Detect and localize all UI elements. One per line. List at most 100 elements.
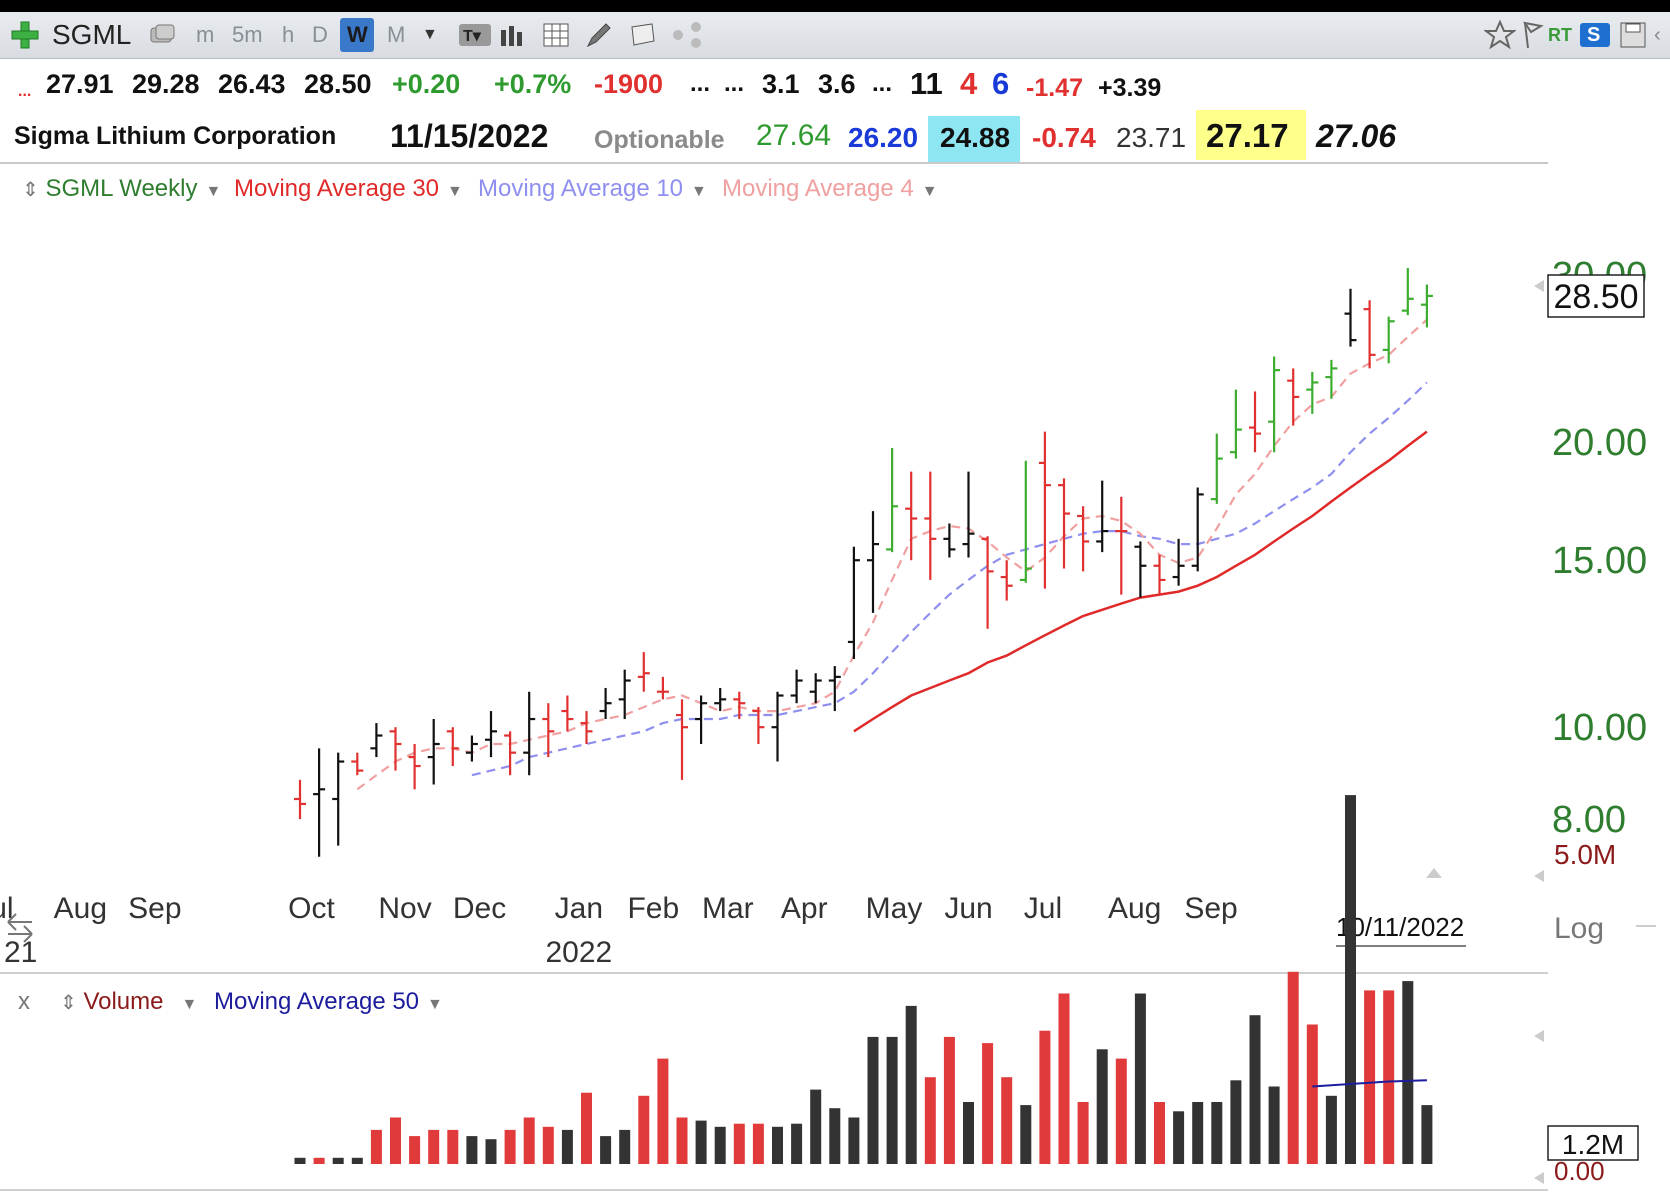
- legend-volume-dropdown-icon[interactable]: ▼: [181, 996, 198, 1013]
- timeframe-m[interactable]: m: [196, 22, 215, 47]
- s-button-label[interactable]: S: [1587, 23, 1601, 46]
- ohlc-bar: [1268, 356, 1281, 453]
- volume-bar: [1325, 1095, 1337, 1164]
- ohlc-bar: [1172, 538, 1185, 586]
- symbol-label[interactable]: SGML: [52, 19, 132, 50]
- y-tick-label: 8.00: [1552, 799, 1626, 841]
- ohlc-bar: [867, 511, 879, 613]
- volume-pointer-icon: [1534, 1030, 1544, 1042]
- quote-low: 26.43: [218, 69, 286, 99]
- timeframe-dropdown-icon[interactable]: ▼: [422, 26, 438, 43]
- ohlc-bar: [599, 687, 612, 720]
- chart-type-icon[interactable]: T▾: [458, 12, 492, 58]
- legend-ma10[interactable]: Moving Average 10 ▼: [478, 172, 707, 206]
- ohlc-bar: [714, 687, 727, 712]
- volume-bar: [1115, 1058, 1127, 1164]
- volume-bar: [1039, 1030, 1051, 1164]
- volume-bar: [1287, 971, 1299, 1164]
- quote-p3: 24.88: [940, 122, 1011, 153]
- ohlc-bar: [1420, 284, 1433, 328]
- volume-ma-value-label: 1.2M: [1562, 1129, 1624, 1160]
- volume-bar: [523, 1117, 535, 1164]
- volume-bar: [1383, 990, 1395, 1164]
- timeframe-w-selected[interactable]: [340, 18, 374, 52]
- legend-ma4-dropdown-icon[interactable]: ▼: [921, 183, 938, 200]
- timeframe-M[interactable]: M: [387, 22, 406, 47]
- quote-dots-2: ...: [724, 70, 745, 97]
- ohlc-bar: [542, 703, 555, 758]
- ohlc-bar: [1249, 391, 1261, 453]
- quote-p7: 27.06: [1316, 118, 1397, 154]
- x-month-label: Dec: [453, 892, 506, 925]
- ma4-line: [356, 318, 1428, 791]
- volume-bar: [1058, 993, 1070, 1164]
- ohlc-bar: [676, 699, 688, 780]
- s-button[interactable]: [1580, 23, 1610, 47]
- quote-p4: -0.74: [1032, 122, 1096, 153]
- legend-ma30[interactable]: Moving Average 30 ▼: [234, 172, 463, 206]
- pencil-icon[interactable]: [584, 12, 614, 58]
- scroll-up-icon[interactable]: [1426, 868, 1442, 878]
- volume-bar: [943, 1036, 955, 1164]
- legend-ma4[interactable]: Moving Average 4 ▼: [722, 172, 938, 206]
- volume-bar: [752, 1123, 764, 1164]
- share-icon[interactable]: [670, 12, 706, 58]
- y-tick-label: 10.00: [1552, 707, 1647, 749]
- timeframe-d[interactable]: D: [312, 22, 328, 47]
- ohlc-bar: [981, 536, 994, 629]
- quote-p2: 26.20: [848, 122, 919, 153]
- flag-icon[interactable]: [1522, 12, 1544, 58]
- reorder-handle-icon[interactable]: ⇕: [22, 179, 39, 201]
- legend-ma30-dropdown-icon[interactable]: ▼: [447, 183, 463, 200]
- legend-volume-ma50[interactable]: Moving Average 50 ▼: [214, 985, 443, 1019]
- svg-text:T▾: T▾: [463, 28, 482, 45]
- link-icon[interactable]: [148, 12, 178, 58]
- notes-icon[interactable]: [628, 12, 658, 58]
- quote-v1: 3.1: [762, 69, 800, 99]
- volume-bar: [485, 1139, 497, 1164]
- volume-bar: [1020, 1105, 1032, 1164]
- scroll-left-icon[interactable]: ‹: [1654, 23, 1661, 46]
- volume-bar: [294, 1157, 306, 1164]
- legend-main[interactable]: ⇕ SGML Weekly ▼: [22, 172, 221, 206]
- ohlc-bar: [523, 691, 536, 776]
- timeframe-5m[interactable]: 5m: [232, 22, 263, 47]
- legend-ma30-label: Moving Average 30: [234, 175, 440, 202]
- volume-bar: [638, 1095, 650, 1164]
- volume-bar: [982, 1043, 994, 1164]
- legend-main-dropdown-icon[interactable]: ▼: [205, 183, 222, 200]
- legend-volume[interactable]: ⇕ Volume ▼: [60, 985, 197, 1019]
- table-icon[interactable]: [542, 12, 572, 58]
- ohlc-bar: [1306, 371, 1319, 414]
- ohlc-bar: [1038, 431, 1051, 589]
- bar-chart-icon[interactable]: [498, 12, 528, 58]
- volume-bar: [1421, 1105, 1433, 1164]
- volume-bar: [1402, 981, 1414, 1164]
- volume-bar: [1173, 1111, 1185, 1164]
- x-month-label: Jul: [1024, 892, 1062, 925]
- volume-bar: [924, 1077, 936, 1164]
- volume-tick-label: 5.0M: [1554, 839, 1616, 870]
- volume-bar: [542, 1126, 554, 1164]
- ohlc-bar: [389, 727, 402, 771]
- volume-bar: [600, 1136, 612, 1164]
- volume-bar: [332, 1157, 344, 1164]
- timeframe-h[interactable]: h: [282, 22, 295, 47]
- realtime-label[interactable]: RT: [1548, 24, 1572, 45]
- volume-close-button[interactable]: x: [18, 988, 30, 1015]
- add-symbol-icon[interactable]: [10, 12, 40, 58]
- ohlc-bar: [1000, 560, 1013, 601]
- ohlc-bar: [1325, 359, 1338, 399]
- volume-bar: [313, 1157, 325, 1164]
- ohlc-bar: [561, 695, 574, 732]
- save-icon[interactable]: [1618, 12, 1648, 58]
- pan-arrows-icon[interactable]: [7, 913, 33, 943]
- legend-ma10-dropdown-icon[interactable]: ▼: [691, 183, 707, 200]
- legend-volume-ma50-dropdown-icon[interactable]: ▼: [427, 996, 443, 1013]
- star-icon[interactable]: [1484, 12, 1516, 58]
- timeframe-w[interactable]: W: [347, 22, 368, 47]
- volume-reorder-handle-icon[interactable]: ⇕: [60, 992, 77, 1014]
- volume-bar: [810, 1089, 822, 1164]
- volume-bar: [733, 1123, 745, 1164]
